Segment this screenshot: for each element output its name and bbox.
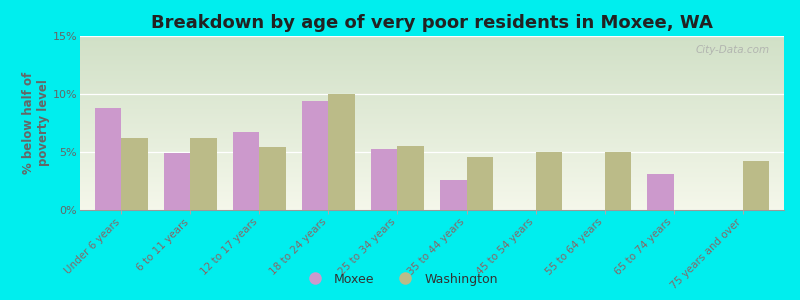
Bar (371, 148, 398, 210)
Legend: Moxee, Washington: Moxee, Washington (298, 268, 502, 291)
Bar (190, 138, 217, 210)
Text: City-Data.com: City-Data.com (696, 45, 770, 55)
Bar (647, 174, 674, 210)
Bar (329, 94, 354, 210)
Bar (742, 161, 769, 210)
Title: Breakdown by age of very poor residents in Moxee, WA: Breakdown by age of very poor residents … (151, 14, 713, 32)
Bar (440, 180, 466, 210)
Y-axis label: % below half of
poverty level: % below half of poverty level (22, 72, 50, 174)
Bar (398, 146, 424, 210)
Bar (535, 152, 562, 210)
Bar (466, 157, 493, 210)
Bar (605, 152, 630, 210)
Bar (259, 147, 286, 210)
Bar (234, 132, 259, 210)
Bar (164, 153, 190, 210)
Bar (95, 108, 122, 210)
Bar (302, 101, 329, 210)
Bar (122, 138, 148, 210)
